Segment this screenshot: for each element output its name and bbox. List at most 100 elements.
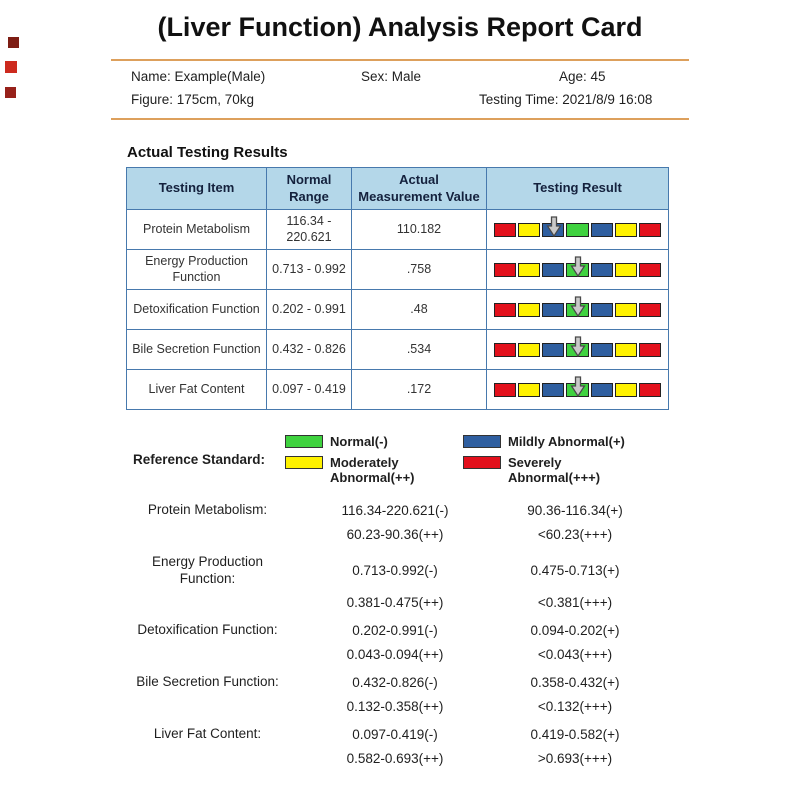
yellow-segment — [517, 222, 541, 237]
testing-result-cell — [486, 289, 669, 330]
table-row: Energy Production Function 0.713 - 0.992… — [126, 249, 669, 290]
reference-range-severe: <0.132(+++) — [537, 699, 613, 715]
patient-info-row: Name: Example(Male) Sex: Male Age: 45 — [131, 69, 669, 84]
reference-item-name: Bile Secretion Function: — [136, 674, 279, 690]
testing-result-cell — [486, 249, 669, 290]
blue-segment — [590, 302, 613, 317]
table-row: Liver Fat Content 0.097 - 0.419 .172 — [126, 369, 669, 410]
normal-color-swatch — [285, 435, 323, 448]
edge-marker — [5, 61, 17, 73]
col-header-normal-range: Normal Range — [266, 167, 352, 210]
table-header-row: Testing Item Normal Range Actual Measure… — [126, 167, 669, 210]
blue-segment — [590, 382, 613, 397]
results-heading: Actual Testing Results — [127, 144, 288, 161]
red-segment — [639, 382, 662, 397]
reference-range-moderate: 60.23-90.36(++) — [346, 526, 444, 542]
result-arrow-icon — [546, 215, 562, 237]
table-row: Bile Secretion Function 0.432 - 0.826 .5… — [126, 329, 669, 370]
reference-range-mild: 0.094-0.202(+) — [530, 623, 620, 639]
legend-entry-moderately-abnormal: Moderately Abnormal(++) — [285, 455, 463, 486]
reference-range-normal: 116.34-220.621(-) — [341, 502, 449, 518]
severely-abnormal-color-swatch — [463, 455, 501, 469]
yellow-segment — [614, 382, 638, 397]
reference-range-mild: 0.475-0.713(+) — [530, 563, 620, 579]
reference-item-name: Liver Fat Content: — [153, 726, 262, 742]
table-row: Detoxification Function 0.202 - 0.991 .4… — [126, 289, 669, 330]
edge-marker — [8, 37, 19, 48]
reference-range-severe: <60.23(+++) — [537, 526, 613, 542]
yellow-segment — [517, 262, 541, 277]
legend-label: Normal(-) — [330, 434, 388, 449]
blue-segment — [590, 222, 613, 237]
result-bar — [493, 255, 662, 277]
patient-figure: Figure: 175cm, 70kg — [131, 92, 255, 107]
patient-info-section: Name: Example(Male) Sex: Male Age: 45 Fi… — [111, 59, 689, 120]
reference-range-normal: 0.202-0.991(-) — [352, 623, 438, 639]
patient-info-row: Figure: 175cm, 70kg Testing Time: 2021/8… — [131, 92, 669, 107]
red-segment — [493, 302, 516, 317]
reference-range-normal: 0.432-0.826(-) — [352, 675, 438, 691]
red-segment — [639, 262, 662, 277]
legend-entry-severely-abnormal: Severely Abnormal(+++) — [463, 455, 673, 486]
legend-label: Severely Abnormal(+++) — [508, 454, 601, 486]
red-segment — [493, 222, 516, 237]
legend-label: Moderately Abnormal(++) — [330, 454, 415, 486]
reference-range-mild: 90.36-116.34(+) — [527, 502, 623, 518]
reference-item: Detoxification Function: 0.202-0.991(-) … — [125, 622, 800, 662]
reference-range-severe: <0.381(+++) — [537, 595, 613, 611]
testing-result-cell — [486, 329, 669, 370]
yellow-segment — [614, 262, 638, 277]
reference-item: Energy Production Function: 0.713-0.992(… — [125, 554, 800, 611]
edge-marker — [5, 87, 16, 98]
legend-label: Mildly Abnormal(+) — [508, 434, 625, 449]
normal-range-cell: 0.432 - 0.826 — [266, 329, 352, 370]
testing-item-cell: Bile Secretion Function — [126, 329, 267, 370]
mildly-abnormal-color-swatch — [463, 435, 501, 448]
yellow-segment — [614, 302, 638, 317]
testing-item-cell: Detoxification Function — [126, 289, 267, 330]
reference-range-mild: 0.419-0.582(+) — [530, 727, 620, 743]
normal-range-cell: 0.713 - 0.992 — [266, 249, 352, 290]
red-segment — [493, 262, 516, 277]
legend: Normal(-) Mildly Abnormal(+) Moderately … — [285, 434, 800, 486]
normal-range-cell: 0.202 - 0.991 — [266, 289, 352, 330]
yellow-segment — [614, 222, 638, 237]
testing-time: Testing Time: 2021/8/9 16:08 — [479, 92, 653, 107]
red-segment — [493, 382, 516, 397]
reference-standard-label: Reference Standard: — [133, 452, 266, 468]
testing-item-cell: Liver Fat Content — [126, 369, 267, 410]
results-table: Testing Item Normal Range Actual Measure… — [126, 167, 669, 410]
reference-range-normal: 0.713-0.992(-) — [352, 563, 438, 579]
normal-range-cell: 116.34 - 220.621 — [266, 209, 352, 250]
legend-entry-normal: Normal(-) — [285, 434, 463, 450]
measurement-value-cell: .48 — [351, 289, 487, 330]
result-arrow-icon — [570, 375, 585, 397]
reference-range-normal: 0.097-0.419(-) — [352, 727, 438, 743]
result-bar — [493, 215, 662, 237]
testing-item-cell: Energy Production Function — [126, 249, 267, 290]
reference-range-mild: 0.358-0.432(+) — [530, 675, 620, 691]
yellow-segment — [517, 382, 541, 397]
red-segment — [639, 302, 662, 317]
yellow-segment — [614, 342, 638, 357]
measurement-value-cell: .534 — [351, 329, 487, 370]
reference-item: Protein Metabolism: 116.34-220.621(-) 90… — [125, 502, 800, 542]
result-arrow-icon — [570, 255, 585, 277]
moderately-abnormal-color-swatch — [285, 455, 323, 469]
result-arrow-icon — [570, 335, 585, 357]
result-arrow-icon — [570, 295, 585, 317]
blue-segment — [590, 262, 613, 277]
reference-range-severe: <0.043(+++) — [537, 647, 613, 663]
result-bar — [493, 295, 662, 317]
reference-item-name: Detoxification Function: — [137, 622, 278, 638]
red-segment — [493, 342, 516, 357]
yellow-segment — [517, 302, 541, 317]
measurement-value-cell: .758 — [351, 249, 487, 290]
yellow-segment — [517, 342, 541, 357]
result-bar — [493, 375, 662, 397]
measurement-value-cell: 110.182 — [351, 209, 487, 250]
blue-segment — [542, 382, 565, 397]
patient-age: Age: 45 — [559, 69, 606, 84]
patient-sex: Sex: Male — [361, 69, 422, 84]
